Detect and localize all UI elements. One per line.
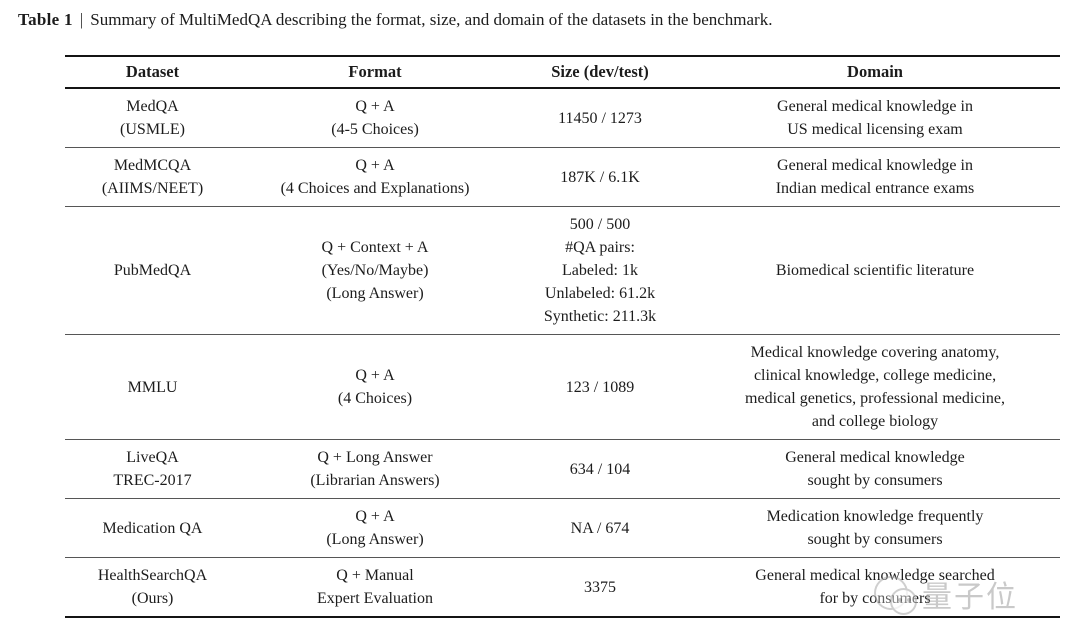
format-line: (4 Choices) bbox=[337, 390, 413, 407]
size-line: Synthetic: 211.3k bbox=[543, 308, 657, 325]
table-caption: Table 1 | Summary of MultiMedQA describing… bbox=[18, 9, 1080, 31]
size-line: 11450 / 1273 bbox=[558, 109, 642, 127]
size-line: Unlabeled: 61.2k bbox=[544, 285, 656, 302]
cell-format: Q + Context + A (Yes/No/Maybe) (Long Answe… bbox=[240, 206, 510, 335]
cell-size: 500 / 500 #QA pairs: Labeled: 1k Unlabeled:… bbox=[510, 206, 690, 335]
domain-line: clinical knowledge, college medicine, bbox=[753, 367, 997, 384]
size-line: 123 / 1089 bbox=[565, 378, 635, 396]
dataset-line: (AIIMS/NEET) bbox=[101, 180, 204, 197]
cell-size: 11450 / 1273 bbox=[510, 88, 690, 148]
dataset-line: TREC-2017 bbox=[113, 472, 192, 489]
table-row: MMLU Q + A (4 Choices) 123 / 1089 Medical kn… bbox=[65, 334, 1060, 440]
caption-separator: | bbox=[79, 10, 84, 29]
format-line: (Long Answer) bbox=[326, 531, 424, 548]
format-line: (Yes/No/Maybe) bbox=[321, 262, 429, 279]
size-line: #QA pairs: bbox=[565, 239, 635, 256]
domain-line: Indian medical entrance exams bbox=[775, 180, 975, 197]
table-row: MedQA (USMLE) Q + A (4-5 Choices) 11450 / 12… bbox=[65, 88, 1060, 148]
table-row: PubMedQA Q + Context + A (Yes/No/Maybe) (Lo… bbox=[65, 206, 1060, 335]
table-header-row: Dataset Format Size (dev/test) Domain bbox=[65, 55, 1060, 89]
column-header-size: Size (dev/test) bbox=[510, 55, 690, 89]
cell-dataset: MedMCQA (AIIMS/NEET) bbox=[65, 147, 240, 207]
domain-line: and college biology bbox=[811, 413, 939, 430]
column-header-domain: Domain bbox=[690, 55, 1060, 89]
table-row: Medication QA Q + A (Long Answer) NA / 674 M… bbox=[65, 498, 1060, 558]
domain-line: General medical knowledge bbox=[785, 449, 965, 466]
cell-format: Q + A (4-5 Choices) bbox=[240, 88, 510, 148]
cell-dataset: MMLU bbox=[65, 334, 240, 440]
domain-line: General medical knowledge in bbox=[777, 157, 973, 174]
domain-line: US medical licensing exam bbox=[787, 121, 963, 138]
domain-line: General medical knowledge searched bbox=[755, 567, 995, 584]
cell-format: Q + Long Answer (Librarian Answers) bbox=[240, 439, 510, 499]
cell-size: 123 / 1089 bbox=[510, 334, 690, 440]
cell-size: 3375 bbox=[510, 557, 690, 618]
domain-line: Biomedical scientific literature bbox=[775, 262, 975, 279]
size-line: 3375 bbox=[584, 578, 616, 596]
table-row: HealthSearchQA (Ours) Q + Manual Expert Eva… bbox=[65, 557, 1060, 618]
cell-dataset: HealthSearchQA (Ours) bbox=[65, 557, 240, 618]
domain-line: Medication knowledge frequently bbox=[766, 508, 984, 525]
cell-format: Q + Manual Expert Evaluation bbox=[240, 557, 510, 618]
domain-line: General medical knowledge in bbox=[777, 98, 973, 115]
format-line: Q + A bbox=[355, 367, 395, 384]
cell-format: Q + A (4 Choices and Explanations) bbox=[240, 147, 510, 207]
column-header-format: Format bbox=[240, 55, 510, 89]
domain-line: for by consumers bbox=[819, 590, 931, 607]
format-line: (Librarian Answers) bbox=[310, 472, 440, 489]
summary-table-container: Dataset Format Size (dev/test) Domain Me… bbox=[65, 55, 1060, 618]
cell-dataset: Medication QA bbox=[65, 498, 240, 558]
cell-format: Q + A (Long Answer) bbox=[240, 498, 510, 558]
cell-dataset: PubMedQA bbox=[65, 206, 240, 335]
table-body: MedQA (USMLE) Q + A (4-5 Choices) 11450 / 12… bbox=[65, 88, 1060, 618]
dataset-line: MedMCQA bbox=[113, 157, 192, 174]
cell-size: 187K / 6.1K bbox=[510, 147, 690, 207]
format-line: Q + Manual bbox=[336, 567, 414, 584]
format-line: Q + A bbox=[355, 98, 395, 115]
size-line: 500 / 500 bbox=[569, 216, 631, 233]
dataset-line: (Ours) bbox=[131, 590, 174, 607]
cell-dataset: LiveQA TREC-2017 bbox=[65, 439, 240, 499]
cell-dataset: MedQA (USMLE) bbox=[65, 88, 240, 148]
cell-format: Q + A (4 Choices) bbox=[240, 334, 510, 440]
column-header-dataset: Dataset bbox=[65, 55, 240, 89]
format-line: (Long Answer) bbox=[326, 285, 424, 302]
dataset-line: MMLU bbox=[127, 378, 178, 396]
dataset-line: Medication QA bbox=[102, 519, 203, 537]
format-line: Q + A bbox=[355, 157, 395, 174]
dataset-line: MedQA bbox=[126, 98, 179, 115]
format-line: (4-5 Choices) bbox=[331, 121, 419, 138]
caption-label: Table 1 bbox=[18, 10, 73, 29]
format-line: Q + A bbox=[355, 508, 395, 525]
format-line: (4 Choices and Explanations) bbox=[280, 180, 470, 197]
format-line: Q + Long Answer bbox=[317, 449, 433, 466]
dataset-line: HealthSearchQA bbox=[97, 567, 208, 584]
dataset-line: (USMLE) bbox=[120, 121, 185, 138]
domain-line: sought by consumers bbox=[807, 531, 943, 548]
table-row: LiveQA TREC-2017 Q + Long Answer (Librarian… bbox=[65, 439, 1060, 499]
cell-domain: General medical knowledge in Indian medic… bbox=[690, 147, 1060, 207]
size-line: 634 / 104 bbox=[569, 460, 631, 478]
caption-text: Summary of MultiMedQA describing the for… bbox=[90, 10, 773, 29]
summary-table: Dataset Format Size (dev/test) Domain Me… bbox=[65, 55, 1060, 618]
domain-line: medical genetics, professional medicine, bbox=[745, 390, 1005, 407]
domain-line: Medical knowledge covering anatomy, bbox=[750, 344, 1000, 361]
cell-domain: General medical knowledge searched for by… bbox=[690, 557, 1060, 618]
cell-domain: General medical knowledge in US medical l… bbox=[690, 88, 1060, 148]
cell-domain: General medical knowledge sought by consu… bbox=[690, 439, 1060, 499]
domain-line: sought by consumers bbox=[807, 472, 943, 489]
dataset-line: PubMedQA bbox=[113, 262, 192, 279]
cell-domain: Medical knowledge covering anatomy, clini… bbox=[690, 334, 1060, 440]
format-line: Q + Context + A bbox=[321, 239, 429, 256]
size-line: NA / 674 bbox=[570, 519, 630, 537]
table-row: MedMCQA (AIIMS/NEET) Q + A (4 Choices and E… bbox=[65, 147, 1060, 207]
format-line: Expert Evaluation bbox=[317, 590, 433, 607]
cell-size: 634 / 104 bbox=[510, 439, 690, 499]
cell-domain: Medication knowledge frequently sought by… bbox=[690, 498, 1060, 558]
size-line: Labeled: 1k bbox=[562, 262, 638, 279]
size-line: 187K / 6.1K bbox=[560, 168, 640, 186]
dataset-line: LiveQA bbox=[126, 449, 179, 466]
cell-domain: Biomedical scientific literature bbox=[690, 206, 1060, 335]
cell-size: NA / 674 bbox=[510, 498, 690, 558]
